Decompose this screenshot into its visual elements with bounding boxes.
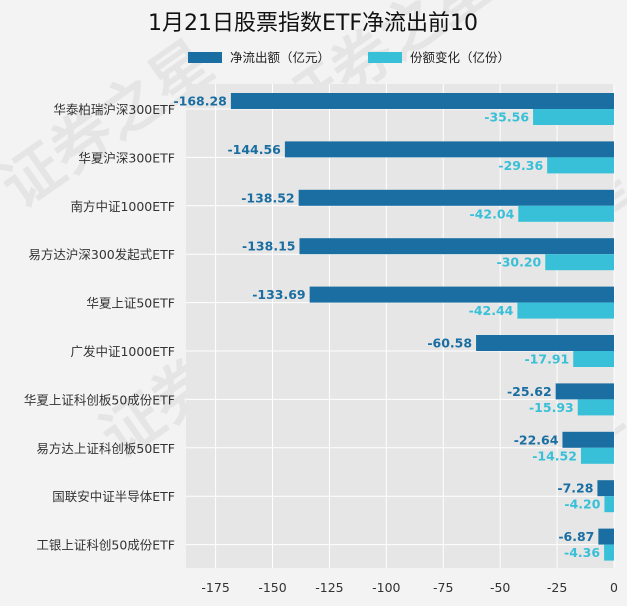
x-tick-label: -100: [372, 580, 400, 595]
data-label: -22.64: [514, 432, 559, 447]
data-label: -6.87: [558, 529, 594, 544]
bar-share-change: [518, 205, 614, 222]
data-label: -25.62: [507, 384, 552, 399]
bar-share-change: [547, 157, 614, 174]
bar-net-outflow: [555, 383, 614, 400]
bar-share-change: [517, 302, 614, 319]
chart-title: 1月21日股票指数ETF净流出前10: [148, 11, 478, 36]
bars: [230, 93, 614, 561]
legend-label: 份额变化（亿份）: [410, 50, 510, 65]
category-label: 广发中证1000ETF: [70, 344, 175, 359]
bar-share-change: [573, 351, 614, 367]
category-label: 易方达上证科创板50ETF: [36, 441, 175, 456]
data-labels: -168.28 -35.56 -144.56 -29.36 -138.52 -42.04 -…: [173, 94, 600, 561]
data-label: -138.15: [242, 239, 295, 254]
bar-net-outflow: [298, 189, 614, 206]
bar-net-outflow: [230, 93, 614, 109]
legend-label: 净流出额（亿元）: [230, 50, 330, 65]
x-tick-label: -50: [490, 580, 510, 595]
data-label: -144.56: [227, 142, 281, 157]
x-tick-label: -25: [547, 580, 567, 595]
legend: 净流出额（亿元） 份额变化（亿份）: [188, 50, 510, 65]
data-label: -30.20: [497, 255, 542, 270]
category-labels: 华泰柏瑞沪深300ETF 华夏沪深300ETF 南方中证1000ETF 易方达沪深30…: [24, 102, 175, 553]
x-axis-ticks: -175 -150 -125 -100 -75 -50 -25 0: [201, 580, 618, 595]
bar-share-change: [545, 254, 614, 271]
category-label: 国联安中证半导体ETF: [52, 489, 175, 504]
x-tick-label: -150: [258, 580, 286, 595]
x-tick-label: -175: [201, 580, 229, 595]
data-label: -15.93: [529, 400, 574, 415]
bar-share-change: [577, 399, 614, 416]
bar-net-outflow: [476, 335, 614, 351]
x-tick-label: -75: [433, 580, 453, 595]
data-label: -4.36: [564, 545, 600, 560]
bar-net-outflow: [309, 286, 614, 303]
data-label: -7.28: [557, 481, 593, 496]
bar-share-change: [604, 496, 614, 513]
bar-share-change: [604, 544, 614, 561]
category-label: 南方中证1000ETF: [70, 199, 175, 214]
plot-area: [186, 84, 614, 568]
data-label: -35.56: [484, 110, 529, 125]
bar-share-change: [533, 109, 614, 125]
bar-net-outflow: [597, 480, 614, 497]
category-label: 华夏沪深300ETF: [78, 150, 175, 165]
category-label: 工银上证科创50成份ETF: [36, 538, 175, 553]
data-label: -60.58: [427, 336, 472, 351]
data-label: -138.52: [241, 190, 294, 205]
legend-swatch: [188, 52, 222, 63]
legend-swatch: [368, 52, 402, 63]
bar-share-change: [580, 447, 614, 464]
data-label: -42.04: [470, 206, 515, 221]
data-label: -42.44: [469, 303, 514, 318]
data-label: -17.91: [524, 352, 569, 367]
category-label: 华夏上证50ETF: [86, 296, 175, 311]
data-label: -133.69: [252, 287, 305, 302]
data-label: -29.36: [498, 158, 543, 173]
bar-net-outflow: [598, 528, 614, 545]
bar-net-outflow: [284, 141, 614, 158]
category-label: 华泰柏瑞沪深300ETF: [53, 102, 175, 117]
x-tick-label: 0: [610, 580, 618, 595]
x-tick-label: -125: [315, 580, 343, 595]
bar-net-outflow: [562, 431, 614, 448]
data-label: -168.28: [173, 94, 226, 109]
category-label: 易方达沪深300发起式ETF: [28, 247, 175, 262]
data-label: -4.20: [564, 497, 600, 512]
bar-net-outflow: [299, 238, 614, 255]
data-label: -14.52: [532, 448, 577, 463]
category-label: 华夏上证科创板50成份ETF: [24, 392, 175, 407]
